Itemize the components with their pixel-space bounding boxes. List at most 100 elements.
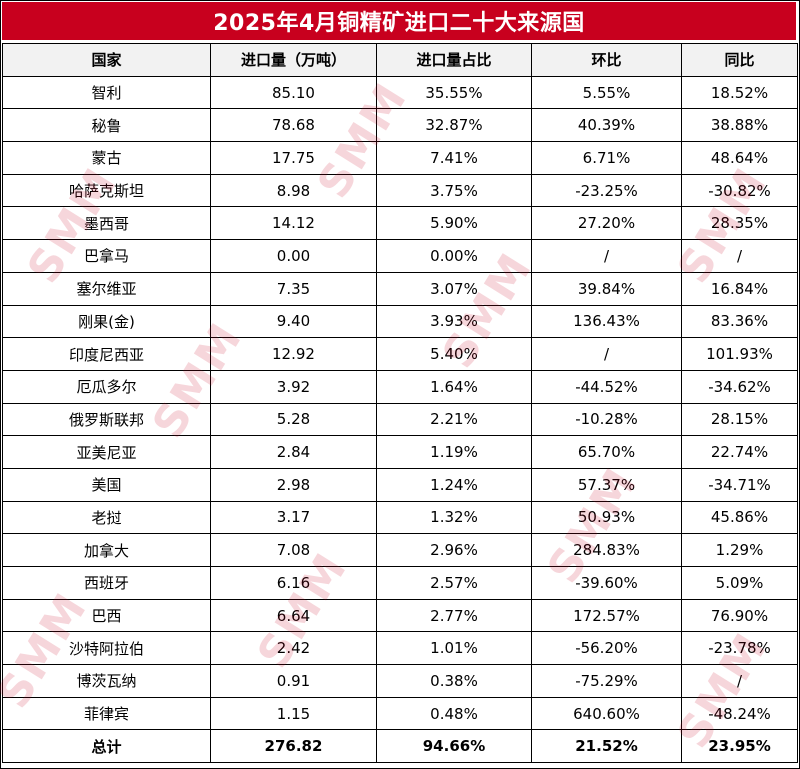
cell-import-volume: 2.98: [210, 467, 377, 502]
table-row: 亚美尼亚 2.84 1.19% 65.70% 22.74%: [2, 435, 798, 469]
cell-yoy: 16.84%: [681, 271, 798, 306]
cell-yoy: /: [681, 664, 798, 698]
cell-mom: 640.60%: [531, 696, 682, 731]
cell-import-volume: 6.64: [210, 598, 377, 633]
cell-share: 3.07%: [376, 271, 532, 306]
cell-yoy: 1.29%: [681, 533, 798, 567]
cell-share: 7.41%: [376, 141, 532, 175]
cell-import-volume: 78.68: [210, 108, 377, 143]
cell-share: 2.96%: [376, 533, 532, 567]
table-row: 巴西 6.64 2.77% 172.57% 76.90%: [2, 598, 798, 633]
cell-share: 32.87%: [376, 108, 532, 143]
cell-share: 0.38%: [376, 664, 532, 698]
table-row: 博茨瓦纳 0.91 0.38% -75.29% /: [2, 664, 798, 698]
cell-mom: /: [531, 239, 682, 273]
cell-import-volume: 5.28: [210, 402, 377, 437]
cell-share: 1.64%: [376, 369, 532, 404]
cell-mom: 6.71%: [531, 141, 682, 175]
cell-country: 俄罗斯联邦: [2, 402, 211, 437]
cell-mom: 50.93%: [531, 500, 682, 535]
cell-import-volume: 8.98: [210, 173, 377, 208]
cell-share: 5.90%: [376, 206, 532, 241]
cell-import-volume: 9.40: [210, 304, 377, 339]
header-row: 国家 进口量（万吨） 进口量占比 环比 同比: [2, 43, 798, 77]
cell-country: 沙特阿拉伯: [2, 631, 211, 666]
cell-mom: -23.25%: [531, 173, 682, 208]
cell-yoy: -23.78%: [681, 631, 798, 666]
cell-yoy: 76.90%: [681, 598, 798, 633]
cell-import-volume: 0.00: [210, 239, 377, 273]
table-row: 印度尼西亚 12.92 5.40%/101.93%: [2, 337, 798, 371]
cell-yoy: 48.64%: [681, 141, 798, 175]
table-title: 2025年4月铜精矿进口二十大来源国: [2, 2, 796, 40]
cell-import-volume: 1.15: [210, 696, 377, 731]
table-row: 美国 2.98 1.24% 57.37% -34.71%: [2, 467, 798, 502]
table-row: 秘鲁 78.68 32.87% 40.39% 38.88%: [2, 108, 798, 143]
cell-share: 2.57%: [376, 566, 532, 600]
column-header-share: 进口量占比: [376, 43, 532, 77]
cell-mom: /: [531, 337, 682, 371]
import-sources-table: 国家 进口量（万吨） 进口量占比 环比 同比 智利 85.10 35.55% 5.55…: [2, 43, 798, 764]
cell-mom: -44.52%: [531, 369, 682, 404]
cell-yoy: -30.82%: [681, 173, 798, 208]
total-row: 总计 276.82 94.66% 21.52% 23.95%: [2, 729, 798, 764]
cell-import-volume: 85.10: [210, 75, 377, 110]
cell-mom: -10.28%: [531, 402, 682, 437]
cell-import-volume: 2.42: [210, 631, 377, 666]
cell-country: 美国: [2, 467, 211, 502]
table-row: 墨西哥 14.12 5.90% 27.20% 28.35%: [2, 206, 798, 241]
cell-yoy: 38.88%: [681, 108, 798, 143]
cell-import-volume: 7.08: [210, 533, 377, 567]
cell-share: 3.93%: [376, 304, 532, 339]
cell-yoy: /: [681, 239, 798, 273]
cell-country: 印度尼西亚: [2, 337, 211, 371]
cell-import-volume: 12.92: [210, 337, 377, 371]
cell-import-volume: 3.17: [210, 500, 377, 535]
cell-yoy: 101.93%: [681, 337, 798, 371]
cell-share: 2.77%: [376, 598, 532, 633]
table-row: 哈萨克斯坦 8.98 3.75% -23.25% -30.82%: [2, 173, 798, 208]
cell-mom: 39.84%: [531, 271, 682, 306]
total-cell-share: 94.66%: [376, 729, 532, 764]
cell-import-volume: 6.16: [210, 566, 377, 600]
total-cell-import-volume: 276.82: [210, 729, 377, 764]
cell-mom: 284.83%: [531, 533, 682, 567]
table-row: 巴拿马 0.00 0.00% / /: [2, 239, 798, 273]
cell-yoy: 18.52%: [681, 75, 798, 110]
cell-country: 墨西哥: [2, 206, 211, 241]
cell-mom: 5.55%: [531, 75, 682, 110]
cell-yoy: 5.09%: [681, 566, 798, 600]
column-header-mom: 环比: [531, 43, 682, 77]
cell-country: 亚美尼亚: [2, 435, 211, 469]
cell-yoy: 28.35%: [681, 206, 798, 241]
cell-share: 2.21%: [376, 402, 532, 437]
cell-country: 蒙古: [2, 141, 211, 175]
total-cell-mom: 21.52%: [531, 729, 682, 764]
cell-share: 1.01%: [376, 631, 532, 666]
cell-yoy: 83.36%: [681, 304, 798, 339]
cell-country: 刚果(金): [2, 304, 211, 339]
cell-share: 3.75%: [376, 173, 532, 208]
table-row: 西班牙 6.16 2.57% -39.60% 5.09%: [2, 566, 798, 600]
cell-country: 加拿大: [2, 533, 211, 567]
table-row: 智利 85.10 35.55% 5.55% 18.52%: [2, 75, 798, 110]
table-row: 老挝 3.17 1.32% 50.93% 45.86%: [2, 500, 798, 535]
cell-country: 智利: [2, 75, 211, 110]
cell-mom: 136.43%: [531, 304, 682, 339]
cell-share: 1.19%: [376, 435, 532, 469]
cell-country: 秘鲁: [2, 108, 211, 143]
table-row: 蒙古 17.75 7.41% 6.71% 48.64%: [2, 141, 798, 175]
cell-share: 0.00%: [376, 239, 532, 273]
table-row: 厄瓜多尔 3.92 1.64% -44.52% -34.62%: [2, 369, 798, 404]
table-row: 沙特阿拉伯 2.42 1.01% -56.20% -23.78%: [2, 631, 798, 666]
cell-share: 35.55%: [376, 75, 532, 110]
table-row: 塞尔维亚 7.35 3.07% 39.84% 16.84%: [2, 271, 798, 306]
cell-country: 哈萨克斯坦: [2, 173, 211, 208]
cell-mom: -39.60%: [531, 566, 682, 600]
cell-country: 塞尔维亚: [2, 271, 211, 306]
cell-share: 0.48%: [376, 696, 532, 731]
table-row: 加拿大 7.08 2.96% 284.83% 1.29%: [2, 533, 798, 567]
cell-share: 1.32%: [376, 500, 532, 535]
cell-import-volume: 0.91: [210, 664, 377, 698]
cell-country: 巴西: [2, 598, 211, 633]
